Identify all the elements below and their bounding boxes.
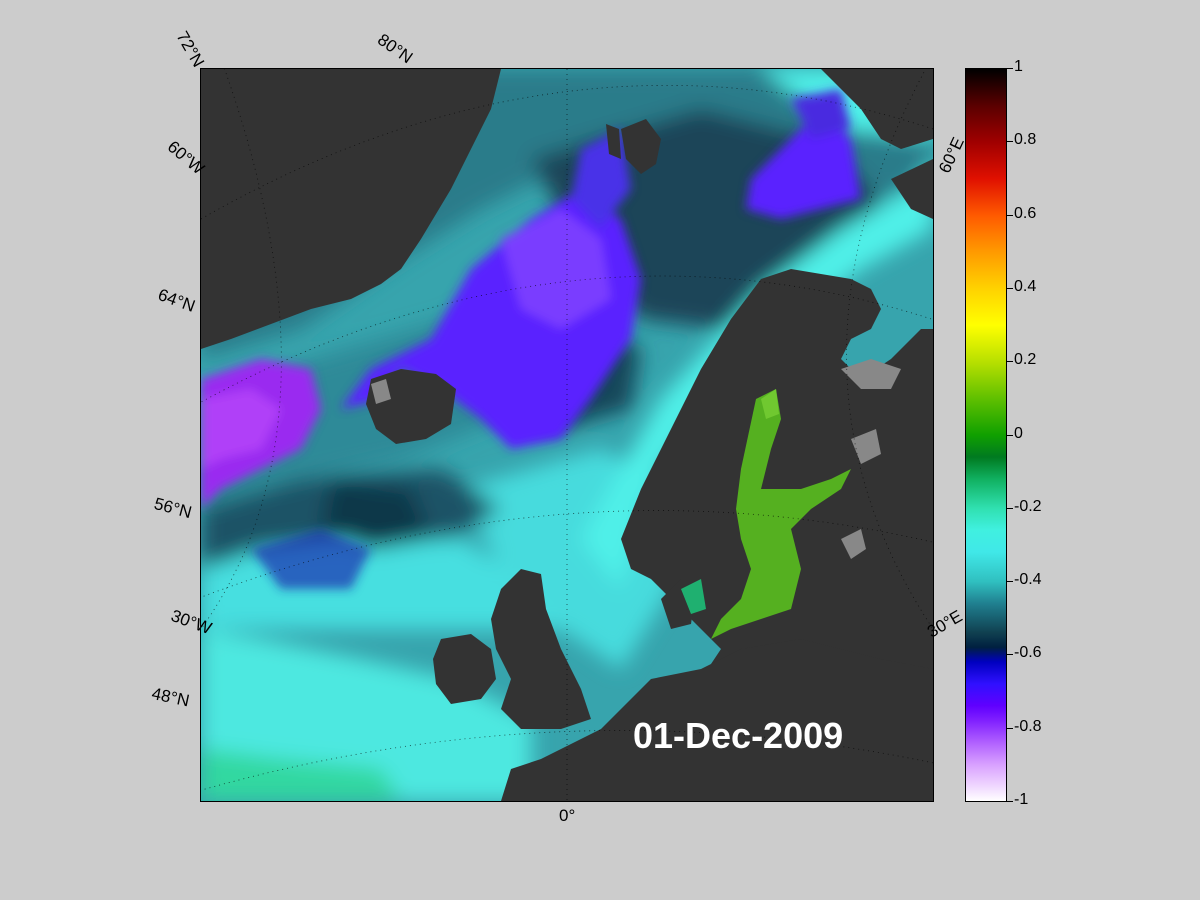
lon-60e-label: 60°E bbox=[935, 134, 968, 177]
map-panel bbox=[200, 68, 934, 802]
colorbar-tick-mark bbox=[1007, 214, 1013, 216]
lat-48n-label: 48°N bbox=[150, 684, 192, 711]
colorbar-tick-mark bbox=[1007, 434, 1013, 436]
colorbar-tick-label: 0.8 bbox=[1014, 131, 1037, 149]
colorbar-tick-mark bbox=[1007, 507, 1013, 509]
colorbar-tick-label: 0.2 bbox=[1014, 351, 1037, 369]
sea-field-map bbox=[201, 69, 933, 801]
lat-56n-label: 56°N bbox=[152, 494, 194, 523]
colorbar-tick-label: -0.6 bbox=[1014, 644, 1042, 662]
colorbar-tick-mark bbox=[1007, 287, 1013, 289]
colorbar-tick-label: 0.6 bbox=[1014, 204, 1037, 222]
colorbar-tick-label: -1 bbox=[1014, 791, 1029, 808]
lat-64n-label: 64°N bbox=[155, 285, 198, 316]
colorbar-tick-label: -0.2 bbox=[1014, 497, 1042, 515]
grey-patches bbox=[371, 359, 901, 559]
graticule bbox=[201, 69, 933, 801]
colorbar-tick-mark bbox=[1007, 361, 1013, 363]
lat-72n-label: 72°N bbox=[172, 28, 208, 71]
colorbar-tick-label: 0.4 bbox=[1014, 277, 1037, 295]
date-label: 01-Dec-2009 bbox=[633, 715, 844, 756]
colorbar-tick-label: 0 bbox=[1014, 424, 1023, 442]
colorbar bbox=[965, 68, 1007, 802]
colorbar-tick-mark bbox=[1007, 654, 1013, 656]
colorbar-tick-mark bbox=[1007, 141, 1013, 143]
lat-80n-label: 80°N bbox=[374, 30, 417, 68]
colorbar-tick-label: -0.4 bbox=[1014, 571, 1042, 589]
colorbar-tick-mark bbox=[1007, 727, 1013, 729]
lon-0-label: 0° bbox=[559, 806, 576, 825]
colorbar-tick-mark bbox=[1007, 801, 1013, 802]
colorbar-tick-label: 1 bbox=[1014, 58, 1023, 75]
colorbar-tick-mark bbox=[1007, 581, 1013, 583]
baltic-sea bbox=[681, 389, 851, 639]
colorbar-tick-mark bbox=[1007, 68, 1013, 69]
colorbar-tick-label: -0.8 bbox=[1014, 717, 1042, 735]
